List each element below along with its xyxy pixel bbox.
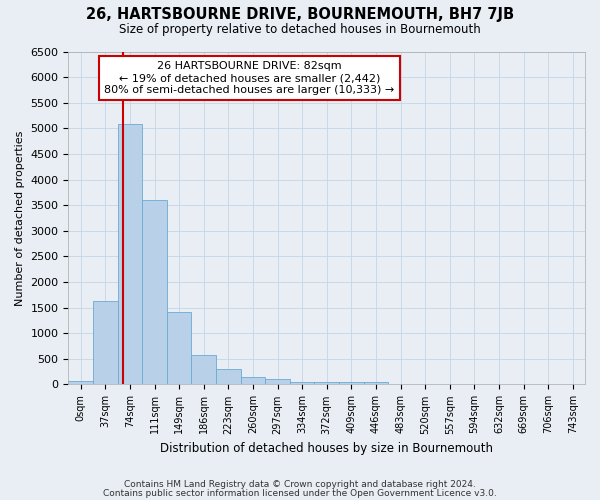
Bar bbox=[93, 301, 118, 384]
Text: 26, HARTSBOURNE DRIVE, BOURNEMOUTH, BH7 7JB: 26, HARTSBOURNE DRIVE, BOURNEMOUTH, BH7 … bbox=[86, 8, 514, 22]
Bar bbox=[118, 124, 142, 384]
Bar bbox=[290, 382, 314, 384]
Bar bbox=[167, 312, 191, 384]
Bar bbox=[191, 354, 216, 384]
Text: Contains public sector information licensed under the Open Government Licence v3: Contains public sector information licen… bbox=[103, 488, 497, 498]
Bar bbox=[142, 200, 167, 384]
Y-axis label: Number of detached properties: Number of detached properties bbox=[15, 130, 25, 306]
Bar bbox=[364, 382, 388, 384]
Bar bbox=[339, 382, 364, 384]
Bar bbox=[314, 382, 339, 384]
Bar bbox=[265, 380, 290, 384]
Bar bbox=[216, 369, 241, 384]
X-axis label: Distribution of detached houses by size in Bournemouth: Distribution of detached houses by size … bbox=[160, 442, 493, 455]
Text: Size of property relative to detached houses in Bournemouth: Size of property relative to detached ho… bbox=[119, 22, 481, 36]
Text: Contains HM Land Registry data © Crown copyright and database right 2024.: Contains HM Land Registry data © Crown c… bbox=[124, 480, 476, 489]
Bar bbox=[68, 380, 93, 384]
Bar bbox=[241, 377, 265, 384]
Text: 26 HARTSBOURNE DRIVE: 82sqm
← 19% of detached houses are smaller (2,442)
80% of : 26 HARTSBOURNE DRIVE: 82sqm ← 19% of det… bbox=[104, 62, 394, 94]
